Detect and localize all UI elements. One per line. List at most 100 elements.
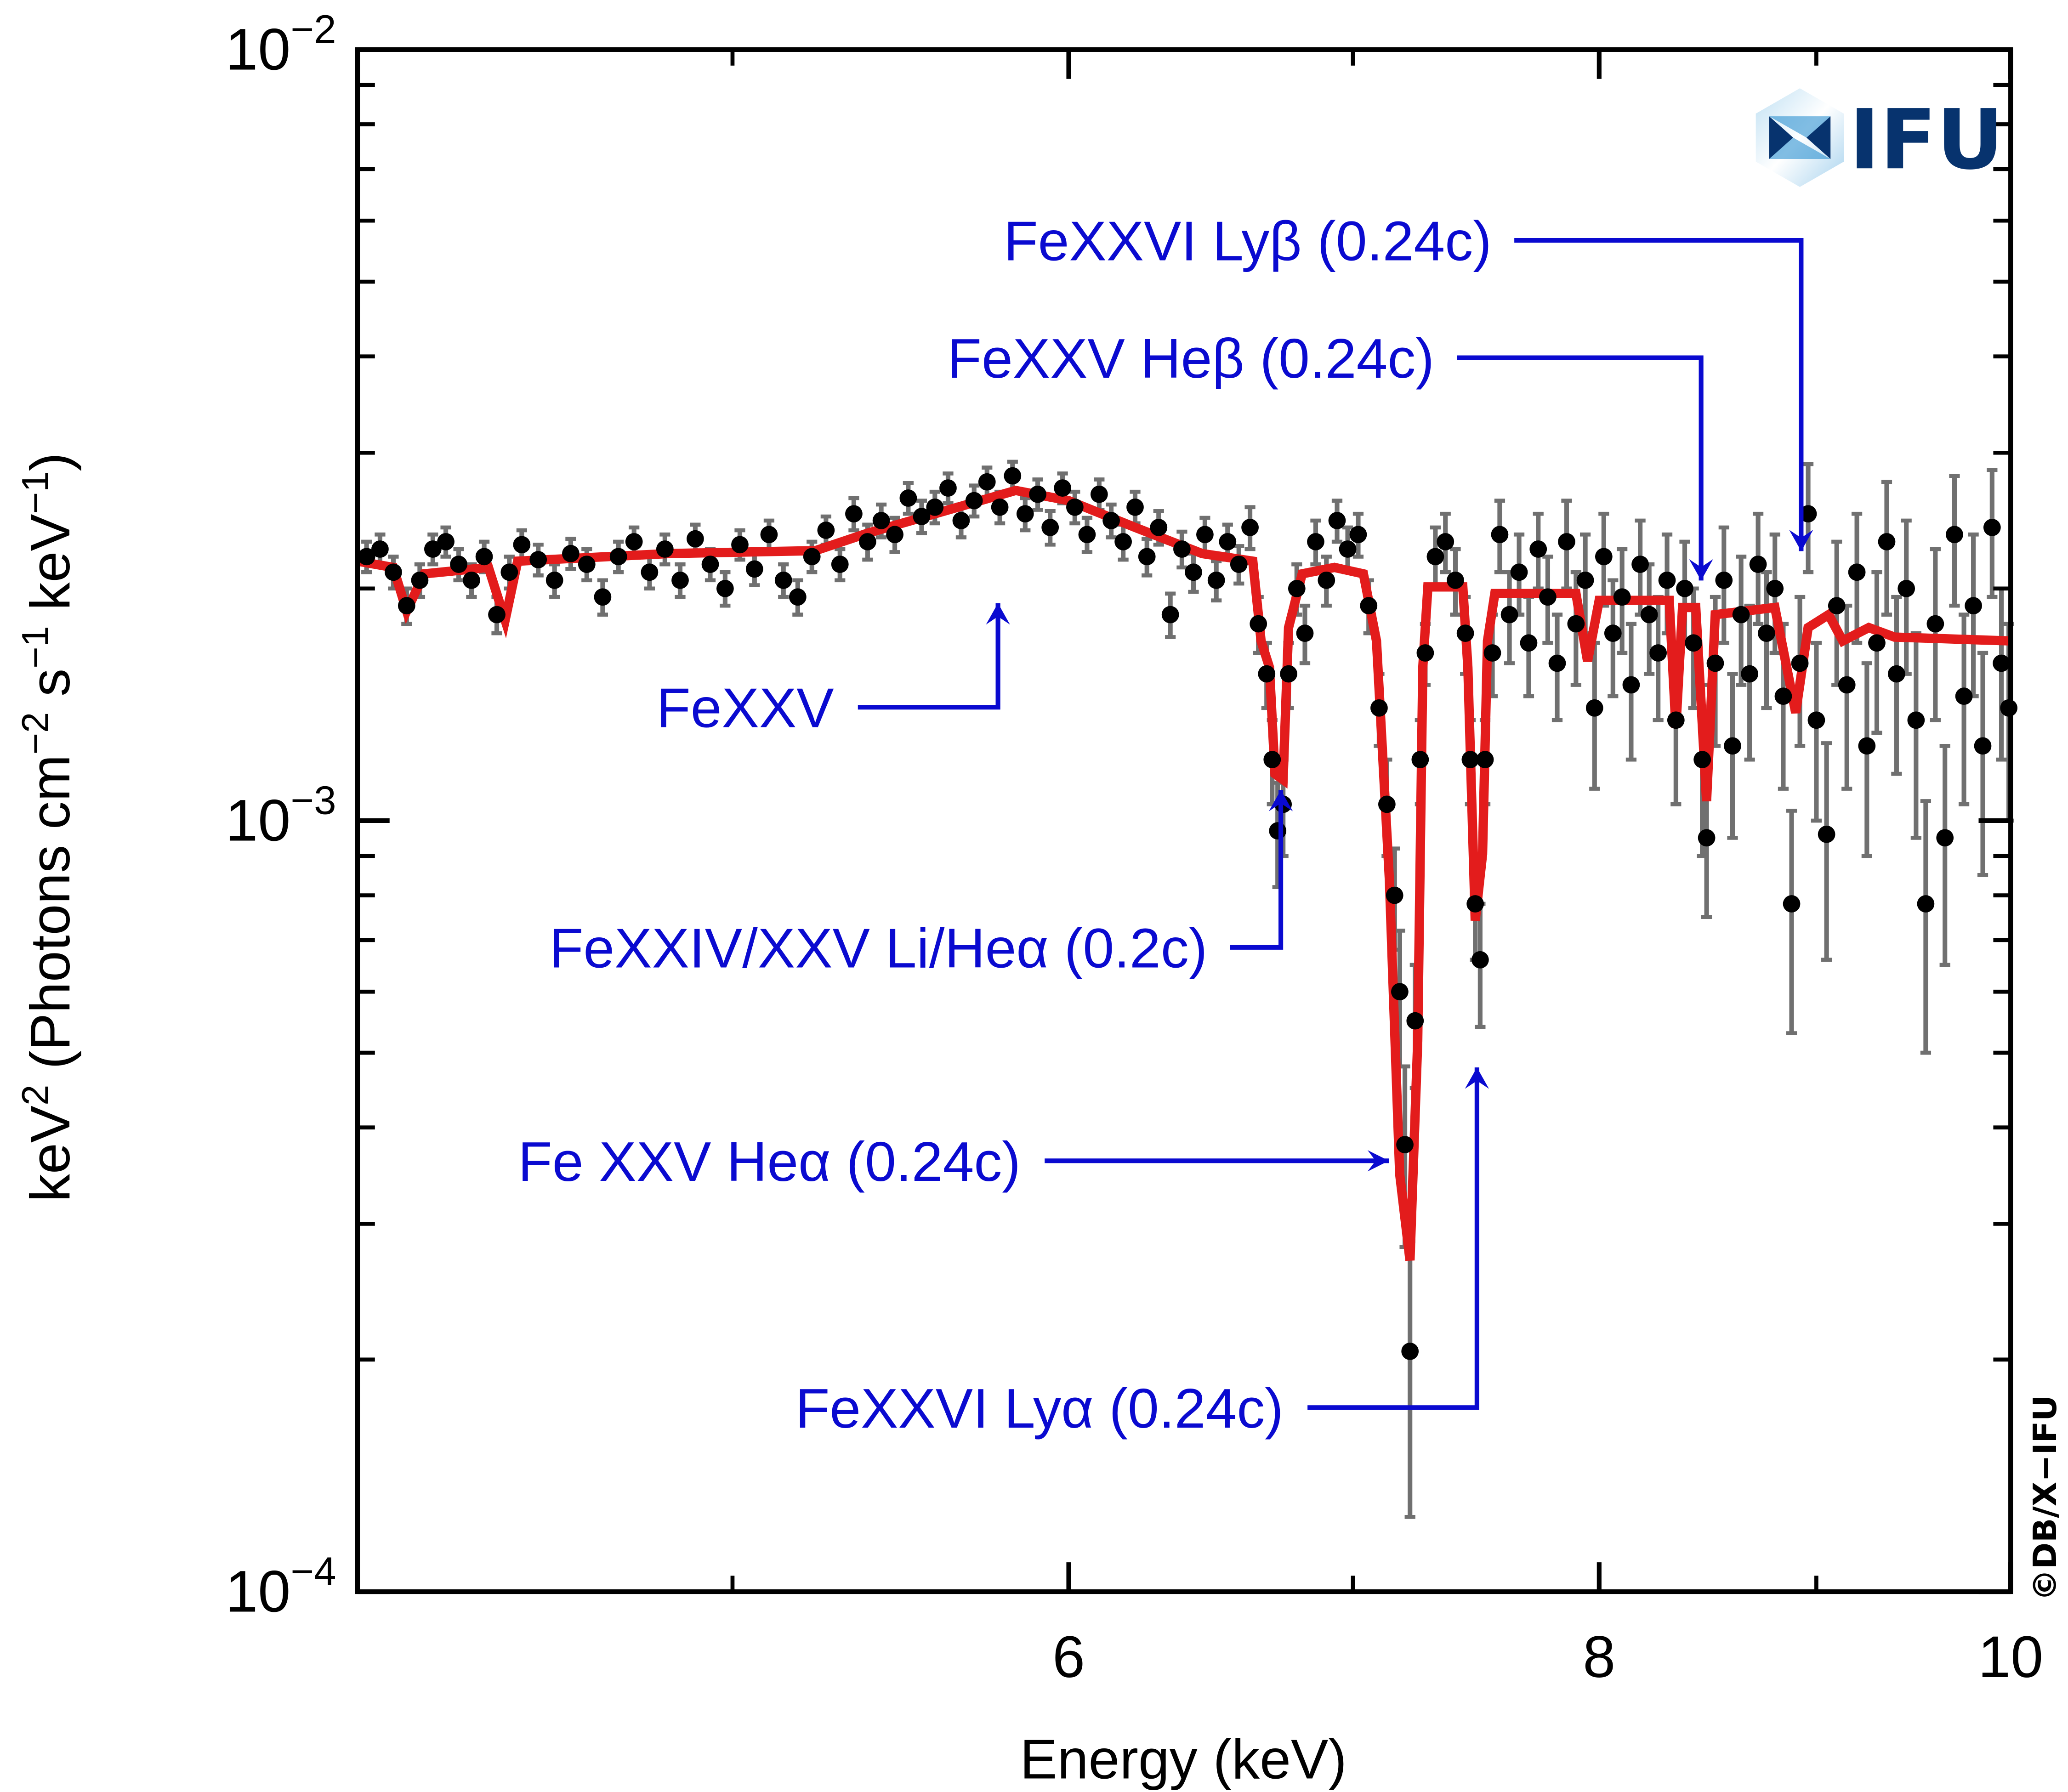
data-point (1693, 751, 1711, 768)
data-point (1649, 644, 1667, 662)
data-point (1078, 526, 1096, 544)
data-point (978, 473, 996, 491)
data-point (1307, 533, 1324, 550)
data-point (1263, 751, 1281, 768)
data-point (1114, 533, 1132, 550)
data-point (1406, 1012, 1424, 1030)
data-point (1622, 676, 1640, 694)
y-axis-title: keV2 (Photons cm−2 s−1 keV−1) (15, 453, 81, 1202)
data-point (463, 571, 480, 589)
data-point (1288, 579, 1306, 597)
annotation-leader-line (858, 603, 1000, 710)
data-point (872, 512, 890, 529)
data-point (1090, 485, 1108, 503)
data-point (1907, 711, 1925, 729)
y-label-sup: −2 (15, 712, 57, 755)
data-point (1500, 606, 1518, 624)
model-curve-layer (357, 485, 2011, 1261)
data-point (1029, 485, 1046, 503)
data-point (1631, 556, 1649, 573)
y-tick-base: 10 (225, 1559, 290, 1625)
data-point (1604, 624, 1622, 642)
data-point (1585, 699, 1603, 717)
y-label-part: keV (19, 1106, 81, 1202)
x-tick-label: 10 (1978, 1624, 2043, 1690)
y-label-part: (Photons cm (19, 754, 81, 1084)
data-point (1207, 571, 1225, 589)
data-point (1510, 563, 1528, 581)
y-tick-label: 10−2 (225, 7, 336, 82)
data-point (1476, 751, 1494, 768)
y-label-sup: 2 (15, 1085, 57, 1106)
data-point (1378, 795, 1396, 813)
data-point (488, 606, 506, 624)
annotation-label: FeXXV (656, 677, 834, 739)
data-point (1066, 498, 1084, 516)
arrowhead-icon (1689, 559, 1713, 581)
data-point (1807, 711, 1825, 729)
plot-frame (355, 47, 2013, 1594)
data-point (803, 548, 821, 566)
data-point (1685, 634, 1702, 652)
data-point (385, 563, 402, 581)
data-point (1838, 676, 1856, 694)
data-point (641, 563, 659, 581)
data-point (1724, 737, 1741, 755)
data-point (1558, 533, 1575, 550)
data-point (1858, 737, 1876, 755)
data-point (371, 540, 389, 558)
data-point (594, 588, 612, 606)
annotation-label: FeXXV Heβ (0.24c) (948, 327, 1434, 390)
data-point (1230, 556, 1248, 573)
data-point (1548, 654, 1566, 672)
y-label-sup: −1 (15, 471, 57, 514)
data-point (450, 556, 467, 573)
data-point (1280, 665, 1297, 683)
x-tick-label: 6 (1052, 1624, 1085, 1690)
data-point (1613, 588, 1631, 606)
data-point (1054, 479, 1071, 497)
hexagon-logo-icon (1756, 88, 1844, 187)
data-point (609, 548, 627, 566)
data-point (1917, 895, 1935, 913)
data-point (1196, 526, 1214, 544)
data-point (1741, 665, 1759, 683)
data-point (1868, 634, 1886, 652)
data-point (1658, 571, 1676, 589)
data-point (1706, 654, 1724, 672)
data-point (1250, 615, 1267, 633)
data-point (1041, 519, 1059, 536)
y-tick-exponent: −4 (290, 1549, 336, 1594)
annotation-leader-line (1457, 355, 1704, 581)
data-point (760, 526, 778, 544)
data-point (952, 512, 970, 529)
data-point (1461, 751, 1479, 768)
data-point (437, 533, 455, 550)
data-point (545, 571, 563, 589)
data-point (1401, 1343, 1419, 1360)
y-label-part: keV (19, 514, 81, 626)
data-point (1241, 519, 1259, 536)
data-point (845, 505, 863, 523)
y-tick-label: 10−3 (225, 778, 336, 853)
data-point (1698, 829, 1716, 847)
data-point (1888, 665, 1905, 683)
logo-text: IFU (1849, 92, 2004, 188)
data-point (1818, 825, 1835, 843)
data-point (1799, 505, 1817, 523)
data-point (1360, 597, 1378, 615)
data-point (1102, 512, 1120, 529)
annotation-label: Fe XXV Heα (0.24c) (518, 1130, 1021, 1193)
data-point (1595, 548, 1613, 566)
data-point (817, 522, 835, 539)
data-point (411, 571, 429, 589)
data-point (687, 530, 704, 548)
data-point (1667, 711, 1685, 729)
data-point (1161, 606, 1179, 624)
data-point (1676, 579, 1693, 597)
data-point (991, 498, 1009, 516)
data-point (886, 526, 903, 544)
data-point (513, 536, 531, 554)
data-point (1386, 886, 1403, 904)
